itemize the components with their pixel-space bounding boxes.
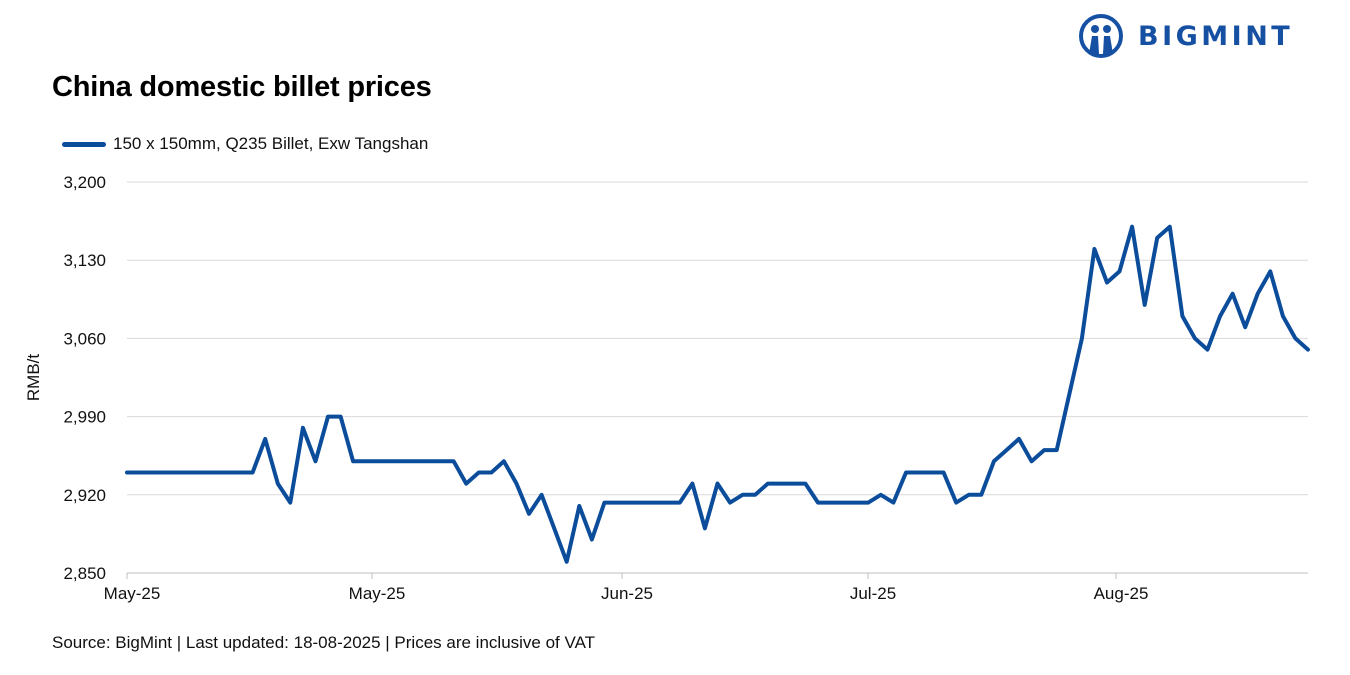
y-tick-label: 3,130: [63, 251, 106, 270]
y-tick-label: 3,060: [63, 329, 106, 348]
x-axis-ticks: May-25 May-25 Jun-25 Jul-25 Aug-25: [104, 573, 1149, 603]
x-tick-label: May-25: [349, 584, 406, 603]
x-tick-label: Aug-25: [1094, 584, 1149, 603]
legend-label: 150 x 150mm, Q235 Billet, Exw Tangshan: [113, 134, 429, 153]
y-axis-label: RMB/t: [24, 354, 43, 402]
series-line-billet: [125, 224, 1310, 564]
brand-name: BIGMINT: [1138, 20, 1294, 52]
legend-swatch: [62, 141, 106, 147]
y-tick-label: 2,990: [63, 408, 106, 427]
x-tick-label: May-25: [104, 584, 161, 603]
x-tick-label: Jul-25: [850, 584, 896, 603]
source-note: Source: BigMint | Last updated: 18-08-20…: [52, 633, 596, 652]
chart-title: China domestic billet prices: [52, 71, 432, 103]
y-axis-ticks: 2,850 2,920 2,990 3,060 3,130 3,200: [63, 173, 106, 583]
x-tick-label: Jun-25: [601, 584, 653, 603]
bigmint-logo-icon: [1079, 14, 1123, 58]
y-tick-label: 3,200: [63, 173, 106, 192]
chart-legend: 150 x 150mm, Q235 Billet, Exw Tangshan: [62, 134, 428, 154]
brand-logo: BIGMINT: [1078, 14, 1293, 58]
y-tick-label: 2,920: [63, 486, 106, 505]
y-tick-label: 2,850: [63, 564, 106, 583]
gridlines: [127, 181, 1308, 496]
